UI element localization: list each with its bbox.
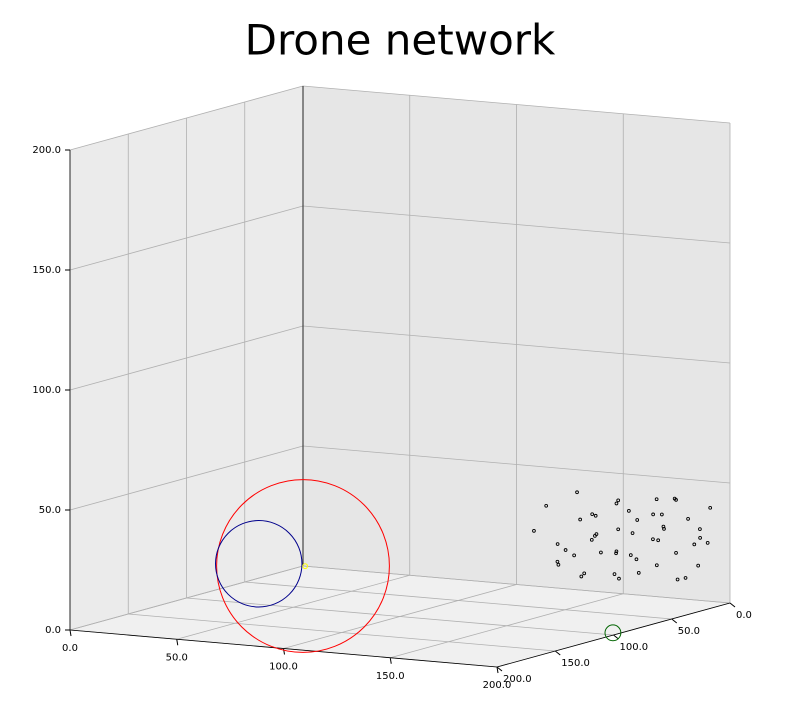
drone-point	[555, 559, 560, 564]
drone-point	[683, 576, 688, 580]
drone-point	[698, 535, 702, 540]
grid-line	[302, 565, 731, 604]
tick-mark	[496, 666, 503, 672]
drone-point	[651, 537, 655, 542]
tick-mark	[283, 648, 285, 655]
y-tick-label: 0.0	[736, 610, 752, 621]
drone-point	[532, 528, 536, 533]
y-tick-label: 150.0	[561, 658, 590, 669]
drone-point	[692, 542, 697, 547]
drone-point	[617, 576, 621, 581]
grid-line	[186, 597, 614, 636]
drone-point	[674, 550, 678, 555]
drone-point	[635, 518, 640, 522]
grid-line	[302, 85, 731, 124]
grid-line	[244, 581, 672, 620]
range-circle	[216, 479, 390, 653]
drone-point	[590, 512, 595, 517]
drone-point	[661, 524, 666, 529]
drone-point	[705, 541, 710, 545]
chart-title: Drone network	[245, 16, 556, 65]
z-tick-label: 0.0	[45, 625, 61, 636]
drone-point	[634, 557, 639, 562]
x-tick-label: 0.0	[62, 643, 78, 654]
x-tick-label: 50.0	[166, 652, 188, 663]
grid-line	[69, 565, 304, 631]
tick-mark	[729, 602, 736, 608]
x-tick-label: 100.0	[269, 662, 298, 673]
drone-point	[578, 517, 583, 522]
z-tick-label: 150.0	[32, 265, 61, 276]
drone-point	[660, 512, 664, 517]
drone-point	[686, 517, 690, 521]
grid-line	[302, 445, 731, 484]
y-tick-label: 50.0	[678, 626, 700, 637]
drone-point	[616, 498, 621, 503]
drone-point	[593, 513, 598, 518]
drone-point	[612, 572, 617, 576]
drone-point	[654, 563, 659, 568]
range-circle	[604, 624, 622, 642]
drone-point	[555, 542, 560, 546]
drone-point	[563, 548, 568, 552]
drone-point	[675, 577, 680, 582]
tick-mark	[176, 639, 179, 646]
drone-point	[556, 562, 561, 567]
drone-point	[627, 509, 631, 513]
x-tick-label: 150.0	[376, 671, 405, 682]
tick-mark	[554, 650, 561, 656]
grid-line	[302, 205, 731, 244]
grid-line	[69, 325, 304, 391]
tick-mark	[69, 629, 72, 637]
drone-point	[656, 538, 661, 543]
drone-point	[582, 571, 587, 576]
grid-line	[128, 613, 556, 652]
drone-point	[599, 550, 603, 555]
grid-line	[69, 85, 304, 151]
drone-point	[651, 512, 655, 517]
drone-point	[579, 574, 584, 579]
tick-mark	[389, 657, 392, 664]
drone-point	[672, 496, 677, 501]
drone-point	[708, 505, 713, 510]
axis-line	[496, 602, 731, 668]
drone-point	[614, 549, 619, 554]
tick-mark	[613, 634, 619, 640]
range-circle	[302, 563, 309, 570]
grid-line	[302, 325, 731, 364]
drone-point	[572, 553, 576, 558]
drone-point	[616, 527, 621, 532]
drone-point	[589, 537, 594, 542]
z-tick-label: 50.0	[39, 505, 61, 516]
grid-line	[69, 205, 304, 271]
y-tick-label: 200.0	[503, 674, 532, 685]
drone-point	[614, 501, 619, 506]
drone-point	[654, 497, 659, 502]
drone-point	[594, 532, 599, 536]
drone-point	[698, 527, 702, 531]
drone-point	[575, 490, 579, 495]
z-tick-label: 100.0	[32, 385, 61, 396]
drone-point	[544, 503, 549, 508]
drone-point	[628, 553, 633, 557]
drone-point	[614, 551, 618, 556]
drone-point	[636, 571, 641, 575]
grid-line	[69, 445, 304, 511]
y-tick-label: 100.0	[620, 642, 649, 653]
range-circle	[215, 520, 303, 608]
drone-point	[630, 531, 635, 535]
drone-point	[696, 563, 701, 568]
x-tick-label: 200.0	[483, 680, 512, 691]
axis-line	[69, 629, 498, 668]
z-tick-label: 200.0	[32, 145, 61, 156]
tick-mark	[671, 618, 678, 624]
tick-mark	[496, 666, 499, 674]
